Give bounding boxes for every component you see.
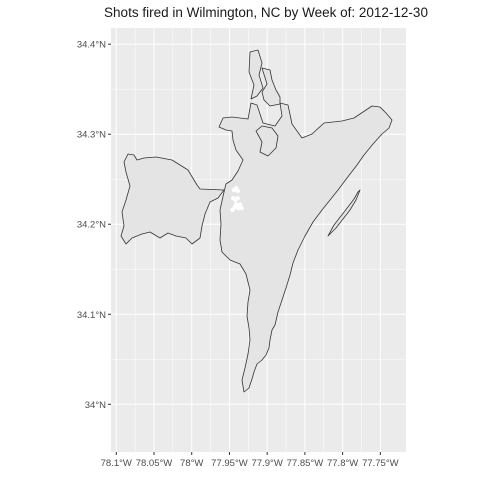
shots-fired-points <box>230 186 244 213</box>
city-main-area <box>218 102 393 393</box>
shot-point <box>239 205 244 211</box>
shot-point <box>236 205 241 211</box>
barrier-island <box>327 189 361 237</box>
x-tick-label: 77.75°W <box>362 458 399 469</box>
y-tick-label: 34.1°N <box>77 310 106 321</box>
y-tick-label: 34.2°N <box>77 220 106 231</box>
city-north-lobe-c <box>255 125 279 157</box>
shot-point <box>235 195 240 201</box>
city-north-lobe-a <box>248 49 264 100</box>
shot-point <box>237 202 243 207</box>
y-tick-label: 34°N <box>85 400 106 411</box>
y-tick-label: 34.3°N <box>77 130 106 141</box>
x-axis: 78.1°W 78.05°W 78°W 77.95°W 77.9°W 77.85°W 77.… <box>101 452 399 469</box>
x-tick-label: 78.1°W <box>101 458 132 469</box>
x-tick-label: 77.95°W <box>211 458 248 469</box>
city-north-lobe-b <box>261 67 281 107</box>
city-boundary <box>120 49 393 393</box>
x-tick-label: 77.8°W <box>327 458 358 469</box>
shot-point <box>230 207 235 213</box>
x-tick-label: 77.85°W <box>287 458 324 469</box>
y-tick-label: 34.4°N <box>77 40 106 51</box>
shot-point <box>235 188 240 194</box>
chart-title: Shots fired in Wilmington, NC by Week of… <box>104 5 428 20</box>
x-tick-label: 78.05°W <box>136 458 173 469</box>
city-west-section <box>120 153 225 245</box>
x-tick-label: 78°W <box>180 458 203 469</box>
x-tick-label: 77.9°W <box>252 458 283 469</box>
y-axis: 34.4°N 34.3°N 34.2°N 34.1°N 34°N <box>77 40 111 411</box>
